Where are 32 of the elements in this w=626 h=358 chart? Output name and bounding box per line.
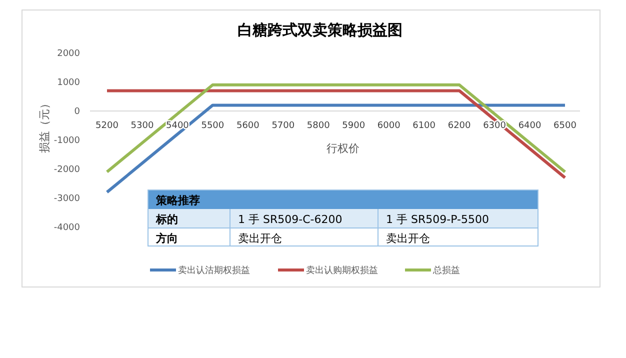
x-tick-label: 6500 [554, 121, 577, 131]
x-tick-label: 5700 [272, 121, 295, 131]
y-tick-label: 0 [74, 107, 80, 118]
text: 卖出开仓 [386, 232, 430, 245]
y-axis-title: 损益（元） [38, 98, 51, 153]
annotation: 策略推荐 [155, 194, 200, 207]
legend-label: 卖出认购期权损益 [306, 265, 378, 276]
annotation: 标的 [155, 213, 178, 226]
y-tick-label: 2000 [57, 49, 80, 60]
x-axis-title: 行权价 [326, 142, 360, 155]
x-tick-label: 6000 [377, 121, 401, 131]
chart-title: 白糖跨式双卖策略损益图 [238, 21, 402, 39]
y-tick-label: 1000 [57, 78, 80, 88]
y-tick-label: -2000 [54, 165, 80, 176]
legend-label: 卖出认沽期权损益 [178, 265, 250, 276]
x-tick-label: 5600 [236, 121, 260, 131]
text: 卖出开仓 [238, 232, 282, 245]
legend-label: 总损益 [432, 265, 460, 276]
y-tick-label: -4000 [54, 223, 80, 234]
x-tick-label: 6100 [412, 121, 436, 131]
annotation: 1 手 SR509-P-5500 [386, 213, 489, 226]
x-tick-label: 5900 [342, 121, 366, 131]
text: 方向 [156, 232, 178, 245]
x-tick-label: 5200 [96, 121, 119, 131]
x-tick-label: 6400 [518, 121, 542, 131]
y-tick-label: -3000 [54, 194, 80, 204]
x-tick-label: 5800 [306, 121, 330, 131]
y-tick-label: -1000 [54, 136, 80, 146]
annotation: 1 手 SR509-C-6200 [238, 213, 342, 226]
x-tick-label: 6200 [448, 121, 472, 131]
x-tick-label: 5500 [201, 121, 224, 131]
x-tick-label: 5300 [130, 121, 154, 131]
